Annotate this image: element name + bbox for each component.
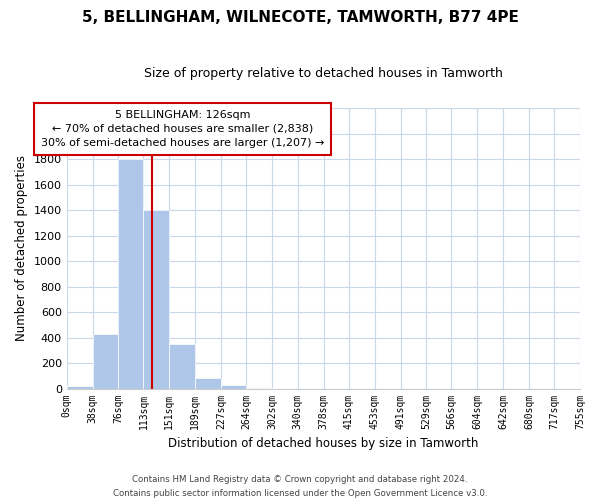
- Bar: [221, 386, 246, 388]
- Bar: [92, 334, 118, 388]
- Title: Size of property relative to detached houses in Tamworth: Size of property relative to detached ho…: [144, 68, 503, 80]
- Bar: [118, 159, 143, 388]
- Y-axis label: Number of detached properties: Number of detached properties: [15, 156, 28, 342]
- Bar: [67, 386, 92, 388]
- Bar: [195, 378, 221, 388]
- X-axis label: Distribution of detached houses by size in Tamworth: Distribution of detached houses by size …: [168, 437, 479, 450]
- Text: 5 BELLINGHAM: 126sqm
← 70% of detached houses are smaller (2,838)
30% of semi-de: 5 BELLINGHAM: 126sqm ← 70% of detached h…: [41, 110, 324, 148]
- Text: Contains HM Land Registry data © Crown copyright and database right 2024.
Contai: Contains HM Land Registry data © Crown c…: [113, 476, 487, 498]
- Bar: [143, 210, 169, 388]
- Text: 5, BELLINGHAM, WILNECOTE, TAMWORTH, B77 4PE: 5, BELLINGHAM, WILNECOTE, TAMWORTH, B77 …: [82, 10, 518, 25]
- Bar: [169, 344, 195, 389]
